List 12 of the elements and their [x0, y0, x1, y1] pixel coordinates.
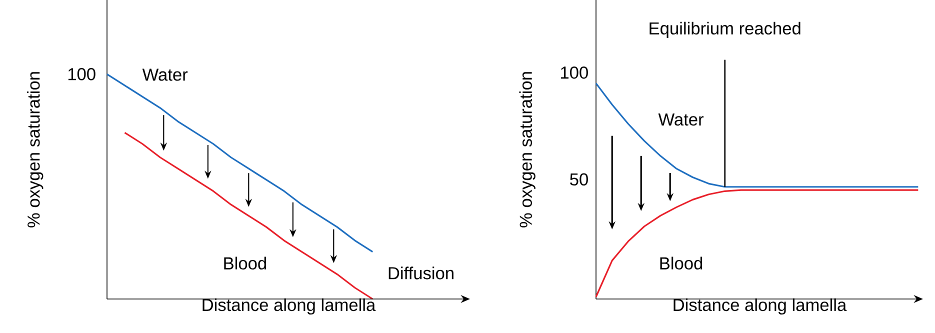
series-label: Blood	[660, 256, 702, 270]
x-axis-title: Distance along lamella	[202, 298, 376, 315]
series-label: Blood	[224, 256, 266, 270]
y-axis-title: % oxygen saturation	[27, 72, 44, 228]
series-label: Water	[142, 68, 188, 81]
y-axis-title: % oxygen saturation	[519, 72, 536, 228]
text: Diffusion	[388, 266, 454, 280]
text: 100	[68, 68, 96, 80]
y-tick-label: 50	[570, 173, 588, 186]
x-axis-title: Distance along lamella	[674, 298, 847, 315]
series-label: Water	[658, 114, 704, 126]
annotation: Equilibrium reached	[650, 22, 800, 38]
